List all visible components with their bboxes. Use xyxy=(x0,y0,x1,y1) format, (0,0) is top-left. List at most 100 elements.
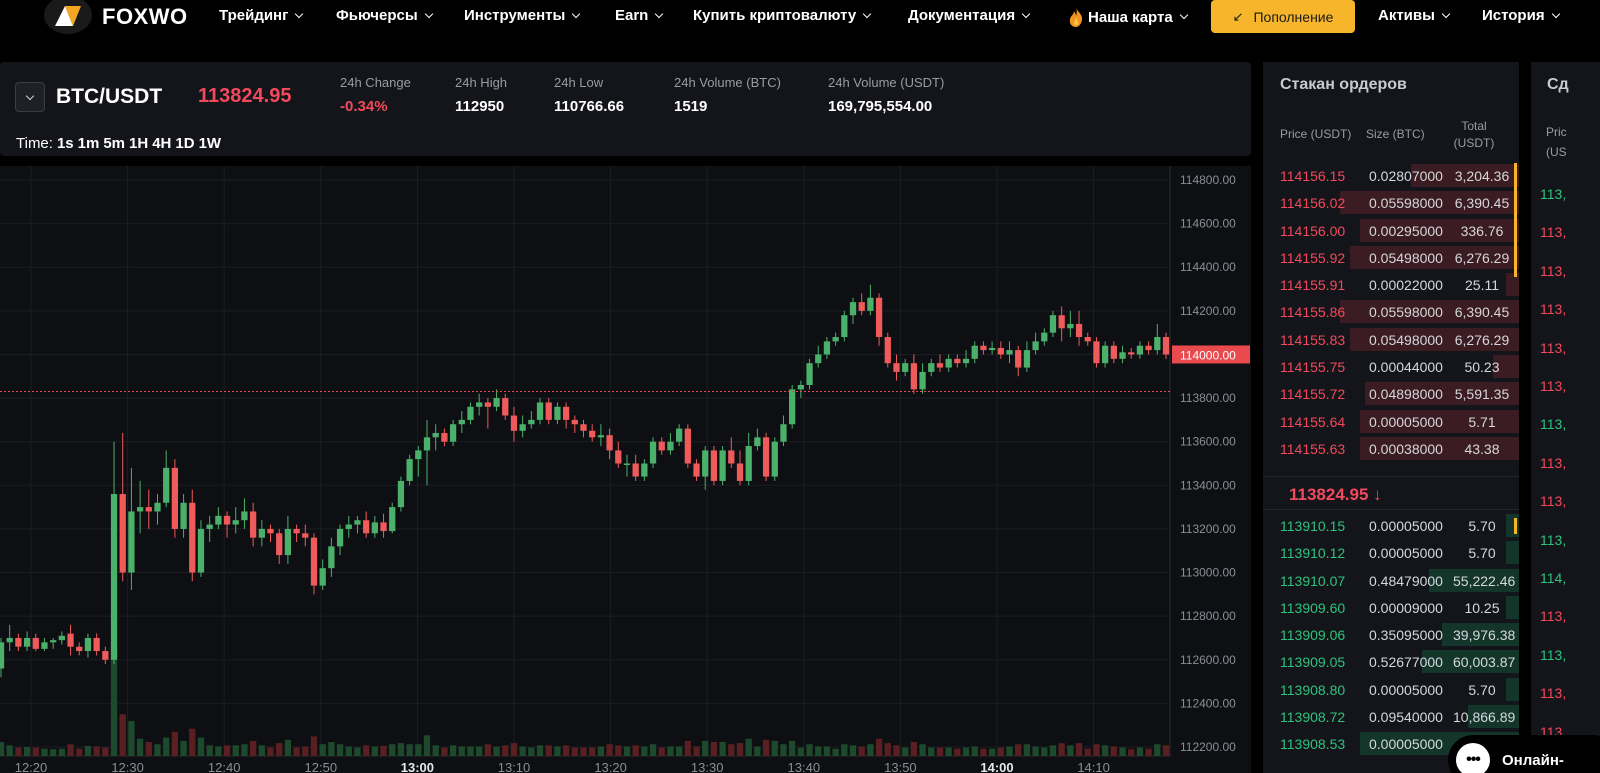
ticker-panel: BTC/USDT 113824.95 24h Change -0.34% 24h… xyxy=(0,62,1251,156)
volume-bar xyxy=(1102,745,1109,756)
pair-name: BTC/USDT xyxy=(56,85,163,108)
price-chart[interactable]: 114800.00 114600.00 114400.00 114200.00 1140… xyxy=(0,166,1251,773)
bid-price: 113908.72 xyxy=(1280,709,1346,726)
nav-history-label: История xyxy=(1482,7,1545,24)
ask-row[interactable]: 114155.91 0.00022000 25.11 xyxy=(1263,271,1519,298)
volume-bar xyxy=(232,745,239,756)
stat-value: 112950 xyxy=(455,98,505,115)
nav-earn[interactable]: Earn xyxy=(615,7,664,24)
y-tick-label: 114200.00 xyxy=(1180,304,1236,318)
bid-row[interactable]: 113910.15 0.00005000 5.70 xyxy=(1263,512,1519,539)
ask-row[interactable]: 114155.83 0.05498000 6,276.29 xyxy=(1263,326,1519,353)
candle-body xyxy=(536,402,544,420)
volume-bar xyxy=(676,746,683,756)
nav-our-card[interactable]: Наша карта xyxy=(1068,7,1188,27)
volume-bar xyxy=(954,748,961,756)
bid-total: 55,222.46 xyxy=(1453,572,1516,589)
candle-body xyxy=(363,520,370,534)
candle-body xyxy=(215,515,222,525)
ask-row[interactable]: 114155.92 0.05498000 6,276.29 xyxy=(1263,244,1519,271)
online-chat-button[interactable]: ••• Онлайн- xyxy=(1448,735,1600,773)
candle-body xyxy=(545,402,552,420)
brand-name: FOXWO xyxy=(102,4,188,29)
brand-logo[interactable]: FOXWO xyxy=(44,0,188,34)
ask-row[interactable]: 114155.86 0.05598000 6,390.45 xyxy=(1263,298,1519,325)
timeframe-1d[interactable]: 1D xyxy=(175,135,195,152)
pair-selector-button[interactable] xyxy=(15,82,45,112)
mid-price: 113824.95 ↓ xyxy=(1289,485,1382,504)
candle-body xyxy=(276,533,283,556)
bid-row[interactable]: 113910.12 0.00005000 5.70 xyxy=(1263,539,1519,566)
volume-bar xyxy=(902,747,909,756)
candle-body xyxy=(902,363,909,372)
timeframe-4h[interactable]: 4H xyxy=(152,135,172,152)
bid-row[interactable]: 113910.07 0.48479000 55,222.46 xyxy=(1263,567,1519,594)
volume-bar xyxy=(380,745,387,756)
ask-size: 0.02807000 xyxy=(1369,168,1443,184)
nav-trading[interactable]: Трейдинг xyxy=(219,7,304,24)
ask-row[interactable]: 114156.00 0.00295000 336.76 xyxy=(1263,217,1519,244)
bid-row[interactable]: 113908.80 0.00005000 5.70 xyxy=(1263,676,1519,703)
volume-bar xyxy=(962,747,970,756)
trade-price: 113, xyxy=(1540,608,1567,625)
nav-assets[interactable]: Активы xyxy=(1378,7,1451,24)
bid-row[interactable]: 113909.60 0.00009000 10.25 xyxy=(1263,594,1519,621)
timeframe-1m[interactable]: 1m xyxy=(77,135,100,152)
bid-total: 60,003.87 xyxy=(1453,654,1516,671)
timeframe-1s[interactable]: 1s xyxy=(56,135,74,152)
nav-buy-crypto[interactable]: Купить криптовалюту xyxy=(693,7,872,24)
volume-bar xyxy=(397,743,405,756)
candle-body xyxy=(754,437,761,447)
ask-row[interactable]: 114155.63 0.00038000 43.38 xyxy=(1263,435,1519,462)
ask-row[interactable]: 114156.02 0.05598000 6,390.45 xyxy=(1263,189,1519,216)
timeframe-1w[interactable]: 1W xyxy=(198,135,222,152)
chevron-down-icon xyxy=(1551,9,1560,18)
ask-row[interactable]: 114155.64 0.00005000 5.71 xyxy=(1263,408,1519,435)
x-tick-label: 12:20 xyxy=(15,760,48,773)
chevron-down-icon xyxy=(655,9,664,18)
bid-row[interactable]: 113908.72 0.09540000 10,866.89 xyxy=(1263,703,1519,730)
nav-docs[interactable]: Документация xyxy=(908,7,1031,24)
last-price: 113824.95 xyxy=(198,85,292,107)
candlestick-chart[interactable]: 114800.00 114600.00 114400.00 114200.00 1140… xyxy=(0,166,1251,773)
chevron-down-icon xyxy=(1021,9,1031,18)
volume-bar xyxy=(884,743,891,756)
candle-body xyxy=(119,494,126,573)
ask-row[interactable]: 114155.75 0.00044000 50.23 xyxy=(1263,353,1519,380)
order-book-title: Стакан ордеров xyxy=(1280,76,1407,93)
trades-title: Сд xyxy=(1547,76,1569,93)
candle-body xyxy=(23,637,31,647)
volume-bar xyxy=(1041,747,1048,756)
deposit-button[interactable]: ↙ Пополнение xyxy=(1211,0,1355,33)
x-tick-label: 12:50 xyxy=(305,760,338,773)
bid-row[interactable]: 113909.06 0.35095000 39,976.38 xyxy=(1263,621,1519,648)
bid-size: 0.09540000 xyxy=(1369,709,1443,726)
timeframe-1h[interactable]: 1H xyxy=(129,135,149,152)
volume-bar xyxy=(223,745,231,756)
fire-icon xyxy=(1069,7,1083,27)
volume-bar xyxy=(58,748,65,756)
ask-row[interactable]: 114156.15 0.02807000 3,204.36 xyxy=(1263,162,1519,189)
candle-body xyxy=(1075,323,1083,338)
stat-value: 110766.66 xyxy=(554,98,625,115)
volume-bar xyxy=(936,747,944,756)
chevron-down-icon xyxy=(1441,9,1451,18)
nav-tools[interactable]: Инструменты xyxy=(464,7,581,24)
volume-bar xyxy=(789,740,796,756)
bid-row[interactable]: 113909.05 0.52677000 60,003.87 xyxy=(1263,648,1519,675)
ask-size: 0.00295000 xyxy=(1369,222,1443,239)
bids-scrollbar[interactable] xyxy=(1514,518,1517,534)
stat-value: 1519 xyxy=(674,98,708,115)
candle-body xyxy=(893,363,900,372)
timeframe-5m[interactable]: 5m xyxy=(103,135,126,152)
trade-price: 113, xyxy=(1540,186,1567,202)
candle-body xyxy=(797,384,804,390)
asks-scrollbar[interactable] xyxy=(1514,163,1517,277)
nav-futures[interactable]: Фьючерсы xyxy=(336,7,433,24)
volume-bar xyxy=(702,740,709,756)
candle-body xyxy=(110,494,118,660)
nav-history[interactable]: История xyxy=(1482,7,1560,24)
volume-bar xyxy=(354,747,361,756)
bid-depth-bar xyxy=(1506,595,1519,619)
ask-row[interactable]: 114155.72 0.04898000 5,591.35 xyxy=(1263,380,1519,407)
